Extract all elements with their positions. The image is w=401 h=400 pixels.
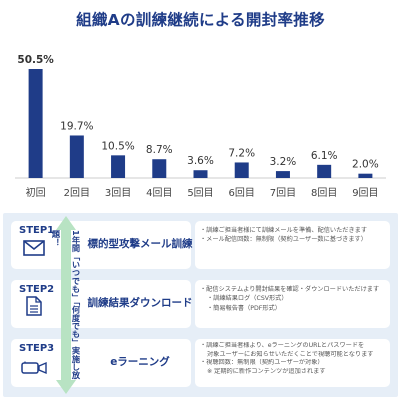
step3-label: STEP3: [19, 343, 55, 354]
category-tick-label: 5回目: [187, 187, 213, 199]
bar: [152, 159, 167, 178]
bar: [234, 162, 249, 178]
step2-desc-line: ・簡易報告書（PDF形式）: [207, 304, 281, 312]
bar-value-label: 19.7%: [60, 120, 93, 132]
bar-value-label: 50.5%: [17, 54, 54, 66]
bar-value-label: 8.7%: [146, 144, 173, 156]
envelope-icon: [23, 240, 45, 256]
step2-desc-line: ・訓練結果ログ（CSV形式）: [207, 295, 288, 303]
category-tick-label: 6回目: [229, 187, 255, 199]
step3-title: eラーニング: [110, 356, 170, 368]
step3-description: ・訓練ご担当者様より、eラーニングのURLとパスワードを 対象ユーザーにお知らせ…: [195, 339, 390, 387]
step2-description: ・配信システムより開封結果を確認・ダウンロードいただけます ・訓練結果ログ（CS…: [195, 280, 390, 328]
bar-value-label: 3.2%: [270, 156, 297, 168]
arrow-caption: 1年間「いつでも」「何度でも」実施し放題！: [51, 230, 81, 379]
category-tick-label: 3回目: [105, 187, 131, 199]
step3-desc-line: ・訓練ご担当者様より、eラーニングのURLとパスワードを: [200, 342, 365, 349]
bar: [317, 164, 332, 178]
step1-desc-line: ・訓練ご担当者様にて訓練メールを準備、配信いただきます: [200, 227, 368, 234]
bar: [358, 173, 373, 178]
category-tick-label: 4回目: [146, 187, 172, 199]
bar-chart: 50.5% 初回 19.7% 2回目 10.5% 3回目 8.7% 4回目 3.6% 5回目 7.2…: [15, 54, 386, 199]
step1-card: STEP1 標的型攻撃メール訓練: [11, 221, 193, 269]
category-tick-label: 7回目: [270, 187, 296, 199]
step2-desc-line: ・配信システムより開封結果を確認・ダウンロードいただけます: [200, 286, 380, 293]
category-tick-label: 8回目: [311, 187, 337, 199]
chart-title: 組織Aの訓練継続による開封率推移: [76, 11, 325, 29]
bar: [111, 155, 126, 178]
double-arrow-icon: [56, 216, 76, 394]
step1-description: ・訓練ご担当者様にて訓練メールを準備、配信いただきます ・メール配信回数：無制限…: [195, 221, 390, 269]
step3-desc-line: ・視聴回数：無制限（契約ユーザーが対象）: [200, 359, 324, 367]
annual-arrow: 1年間「いつでも」「何度でも」実施し放題！: [51, 216, 81, 394]
bar-value-label: 3.6%: [187, 155, 214, 167]
bar: [69, 135, 84, 178]
step2-title: 訓練結果ダウンロード: [87, 297, 193, 309]
step2-label: STEP2: [19, 284, 55, 295]
bar: [28, 69, 43, 178]
bar-value-label: 10.5%: [101, 140, 134, 152]
category-tick-label: 初回: [26, 186, 46, 199]
video-camera-icon: [21, 361, 47, 375]
step3-card: STEP3 eラーニング: [11, 339, 191, 387]
bar-value-label: 2.0%: [352, 159, 379, 171]
bar-value-label: 6.1%: [311, 150, 338, 162]
step3-desc-line: ※ 定期的に新作コンテンツが追加されます: [207, 367, 326, 375]
document-icon: [26, 296, 42, 316]
category-tick-label: 9回目: [352, 187, 378, 199]
step1-desc-line: ・メール配信回数：無制限（契約ユーザー数に基づきます）: [200, 236, 367, 244]
category-tick-label: 2回目: [64, 187, 90, 199]
bar: [193, 170, 208, 178]
step3-desc-line: 対象ユーザーにお知らせいただくことで視聴可能となります: [207, 350, 374, 358]
bar-value-label: 7.2%: [228, 147, 255, 159]
steps-panel: STEP1 標的型攻撃メール訓練 ・訓練ご担当者様にて訓練メールを準備、配信いた…: [3, 213, 398, 397]
step1-label: STEP1: [19, 225, 55, 236]
bar: [275, 171, 290, 178]
step2-card: STEP2 訓練結果ダウンロード: [11, 280, 193, 328]
step1-title: 標的型攻撃メール訓練: [87, 238, 193, 250]
